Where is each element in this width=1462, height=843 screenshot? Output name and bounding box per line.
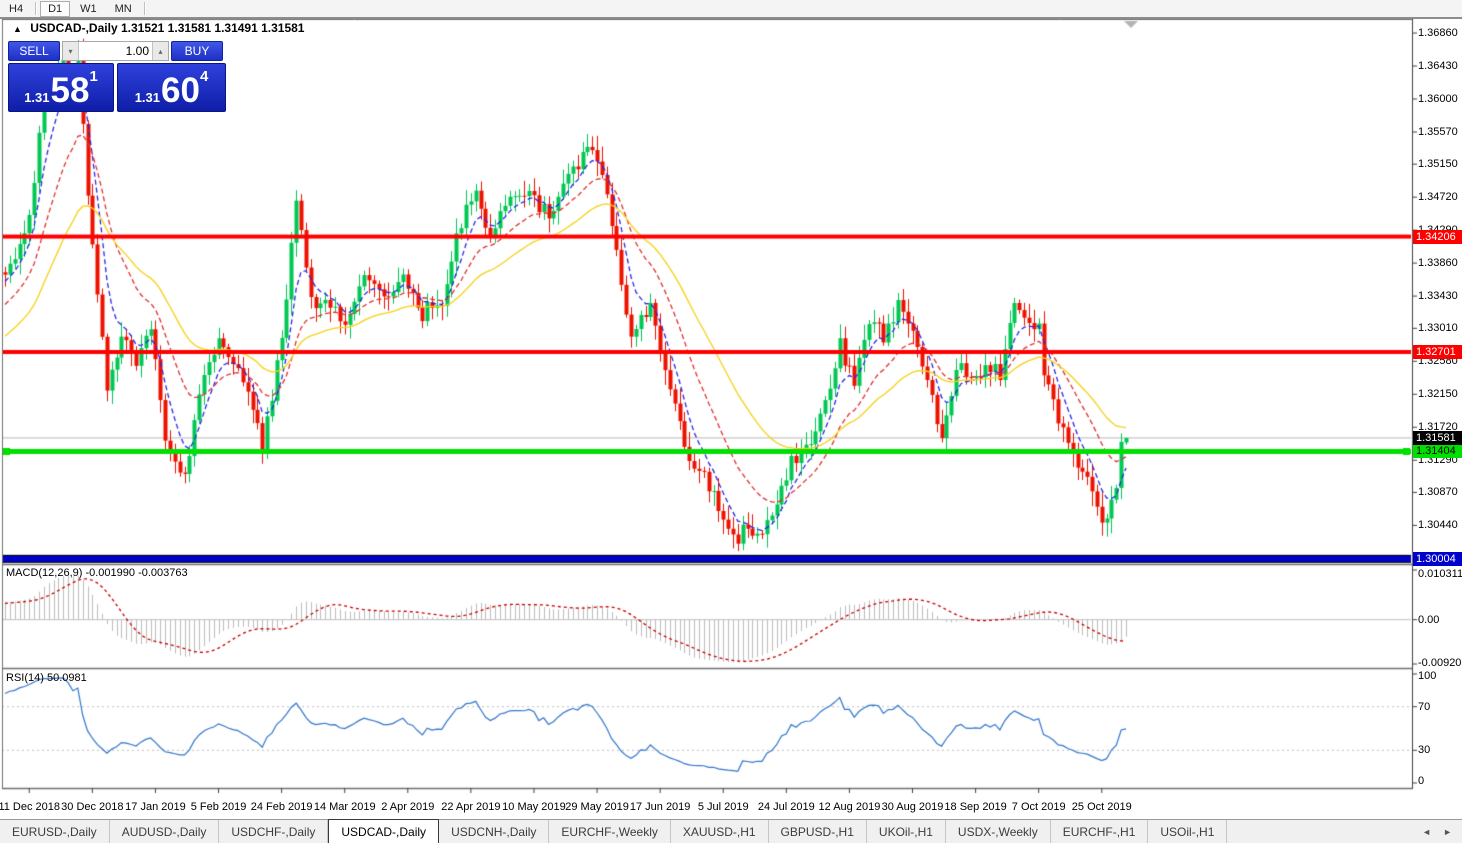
volume-input[interactable]: [79, 42, 152, 60]
price-level-badge: 1.34206: [1413, 229, 1462, 244]
chart-tab-eurusd-daily[interactable]: EURUSD-,Daily: [0, 820, 110, 843]
rsi-scale-label: 70: [1418, 700, 1431, 713]
date-axis-label: 10 May 2019: [502, 801, 566, 813]
price-axis-label: 1.33430: [1418, 290, 1458, 303]
tab-scroll-right-icon[interactable]: ►: [1443, 826, 1452, 837]
toolbar-separator: [35, 2, 37, 15]
timeframe-button-d1[interactable]: D1: [40, 0, 71, 17]
bid-price-badge: 1.31581: [1413, 430, 1462, 445]
date-axis-label: 12 Aug 2019: [818, 801, 881, 813]
chart-tab-eurchf-h1[interactable]: EURCHF-,H1: [1051, 820, 1149, 843]
timeframe-button-h4[interactable]: H4: [9, 2, 24, 15]
price-axis-label: 1.30440: [1418, 519, 1458, 532]
date-axis-label: 5 Jul 2019: [697, 801, 749, 813]
sell-price-display[interactable]: 1.31 58 1: [8, 63, 115, 112]
date-axis-label: 24 Jul 2019: [757, 801, 815, 813]
sell-button[interactable]: SELL: [8, 41, 60, 61]
macd-scale-min: -0.009203: [1418, 657, 1462, 669]
chart-tab-xauusd-h1[interactable]: XAUUSD-,H1: [671, 820, 769, 843]
volume-stepper: ▾ ▴: [62, 41, 169, 61]
rsi-scale-label: 0: [1418, 775, 1425, 787]
date-axis-label: 22 Apr 2019: [441, 801, 501, 813]
macd-scale-max: 0.010311: [1418, 568, 1462, 580]
rsi-scale-label: 30: [1418, 744, 1431, 757]
date-axis-label: 7 Oct 2019: [1011, 801, 1066, 813]
chart-tab-usoil-h1[interactable]: USOil-,H1: [1148, 820, 1228, 843]
chart-tab-eurchf-weekly[interactable]: EURCHF-,Weekly: [549, 820, 671, 843]
date-axis-label: 5 Feb 2019: [190, 801, 247, 813]
price-axis-label: 1.36860: [1418, 27, 1458, 40]
price-axis-label: 1.35150: [1418, 158, 1458, 171]
date-axis-label: 17 Jun 2019: [629, 801, 691, 813]
date-axis-label: 18 Sep 2019: [944, 801, 1007, 813]
chart-tab-usdcad-daily[interactable]: USDCAD-,Daily: [328, 819, 440, 843]
toolbar-separator: [143, 2, 145, 15]
volume-increase-icon[interactable]: ▴: [152, 42, 168, 60]
volume-decrease-icon[interactable]: ▾: [63, 42, 79, 60]
buy-price-prefix: 1.31: [134, 90, 161, 105]
price-axis-label: 1.36000: [1418, 92, 1458, 105]
macd-indicator-label: MACD(12,26,9) -0.001990 -0.003763: [6, 567, 188, 579]
price-axis-label: 1.33010: [1418, 322, 1458, 335]
sell-price-big: 58: [50, 71, 90, 111]
sell-price-prefix: 1.31: [24, 90, 50, 105]
buy-price-big: 60: [161, 71, 200, 111]
date-axis-label: 29 May 2019: [565, 801, 629, 813]
timeframe-button-mn[interactable]: MN: [114, 2, 132, 15]
price-axis-label: 1.35570: [1418, 125, 1458, 138]
price-axis-label: 1.31720: [1418, 421, 1458, 434]
rsi-scale-label: 100: [1418, 670, 1437, 682]
collapse-trade-panel-icon[interactable]: ▲: [13, 24, 22, 34]
price-level-badge: 1.32701: [1413, 345, 1462, 359]
chart-tab-gbpusd-h1[interactable]: GBPUSD-,H1: [769, 820, 867, 843]
date-axis-label: 25 Oct 2019: [1071, 801, 1132, 813]
timeframe-button-w1[interactable]: W1: [80, 2, 97, 15]
date-axis-label: 30 Dec 2018: [61, 801, 124, 813]
date-axis-label: 17 Jan 2019: [125, 801, 186, 813]
date-axis-label: 11 Dec 2018: [0, 801, 61, 813]
sell-price-pip: 1: [89, 68, 98, 85]
macd-scale-zero: 0.00: [1418, 613, 1440, 626]
buy-price-pip: 4: [199, 68, 209, 85]
price-axis-label: 1.36430: [1418, 60, 1458, 73]
price-axis-label: 1.30870: [1418, 486, 1458, 499]
chart-tab-usdcnh-daily[interactable]: USDCNH-,Daily: [439, 820, 550, 843]
chart-tab-bar: EURUSD-,Daily AUDUSD-,Daily USDCHF-,Daily U…: [0, 819, 1462, 843]
tab-scroll-controls: ◄ ►: [1422, 820, 1462, 843]
chart-tab-usdx-weekly[interactable]: USDX-,Weekly: [946, 820, 1051, 843]
timeframe-toolbar: H4 D1 W1 MN: [0, 0, 1462, 19]
chart-ohlc-header: ▲ USDCAD-,Daily 1.31521 1.31581 1.31491 …: [13, 21, 304, 35]
price-axis-label: 1.32150: [1418, 388, 1458, 401]
price-axis-label: 1.34720: [1418, 191, 1458, 204]
chart-tab-ukoil-h1[interactable]: UKOil-,H1: [867, 820, 946, 843]
chart-tab-audusd-daily[interactable]: AUDUSD-,Daily: [110, 820, 220, 843]
tab-scroll-left-icon[interactable]: ◄: [1422, 826, 1432, 837]
date-axis-label: 24 Feb 2019: [250, 801, 313, 813]
chart-symbol-label: USDCAD-,Daily: [30, 21, 118, 35]
price-level-badge: 1.30004: [1413, 551, 1462, 566]
date-axis-label: 14 Mar 2019: [313, 801, 376, 813]
chart-tab-usdchf-daily[interactable]: USDCHF-,Daily: [219, 820, 329, 843]
price-level-badge: 1.31404: [1413, 444, 1462, 459]
ohlc-values: 1.31521 1.31581 1.31491 1.31581: [120, 21, 305, 35]
buy-price-display[interactable]: 1.31 60 4: [117, 63, 226, 112]
price-axis-label: 1.33860: [1418, 257, 1458, 270]
rsi-indicator-label: RSI(14) 50.0981: [6, 672, 87, 684]
date-axis-label: 30 Aug 2019: [881, 801, 944, 813]
date-axis-label: 2 Apr 2019: [381, 801, 435, 813]
one-click-trade-panel: SELL ▾ ▴ BUY 1.31 58 1 1.31 60 4: [8, 41, 226, 112]
buy-button[interactable]: BUY: [171, 41, 223, 61]
